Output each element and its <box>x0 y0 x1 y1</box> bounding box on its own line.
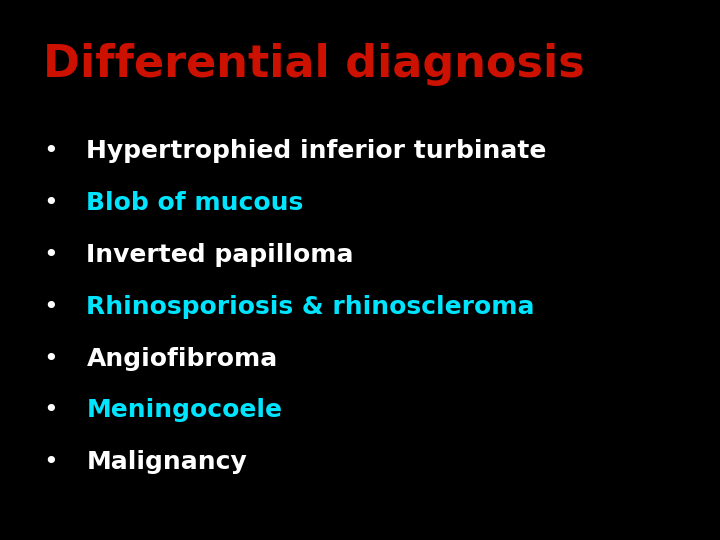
Text: Inverted papilloma: Inverted papilloma <box>86 243 354 267</box>
Text: Blob of mucous: Blob of mucous <box>86 191 304 215</box>
Text: Meningocoele: Meningocoele <box>86 399 282 422</box>
Text: •: • <box>43 191 58 215</box>
Text: •: • <box>43 139 58 163</box>
Text: Malignancy: Malignancy <box>86 450 247 474</box>
Text: Differential diagnosis: Differential diagnosis <box>43 43 585 86</box>
Text: •: • <box>43 243 58 267</box>
Text: •: • <box>43 450 58 474</box>
Text: Hypertrophied inferior turbinate: Hypertrophied inferior turbinate <box>86 139 546 163</box>
Text: Rhinosporiosis & rhinoscleroma: Rhinosporiosis & rhinoscleroma <box>86 295 535 319</box>
Text: •: • <box>43 399 58 422</box>
Text: •: • <box>43 295 58 319</box>
Text: Angiofibroma: Angiofibroma <box>86 347 278 370</box>
Text: •: • <box>43 347 58 370</box>
